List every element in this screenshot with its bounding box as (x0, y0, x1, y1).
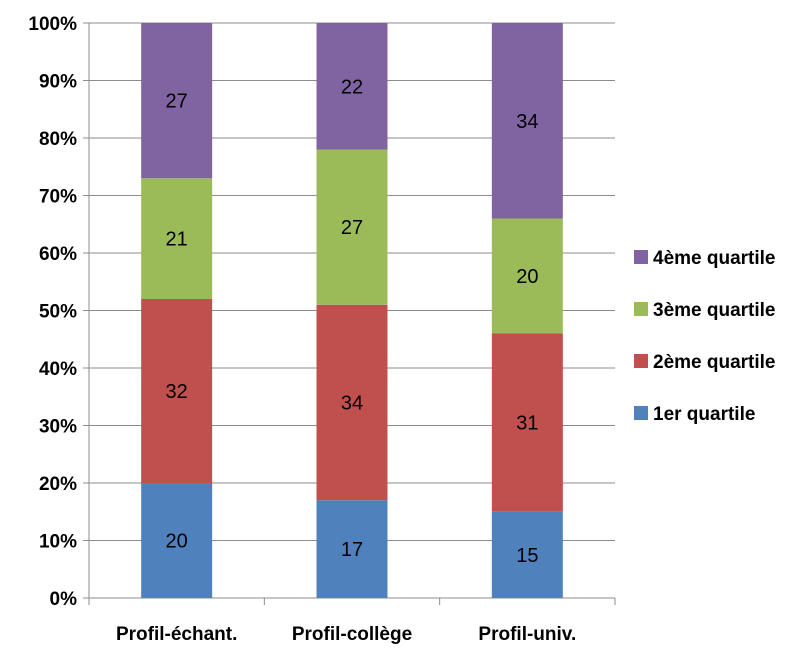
data-label: 27 (341, 217, 363, 239)
bar-segment (316, 149, 388, 305)
bars (141, 23, 563, 598)
bar-segment (141, 483, 213, 598)
data-label: 15 (516, 545, 538, 567)
category-label: Profil-échant. (116, 624, 237, 645)
legend-label: 4ème quartile (653, 248, 776, 269)
data-label: 32 (166, 381, 188, 403)
data-label: 20 (166, 531, 188, 553)
category-label: Profil-univ. (478, 624, 576, 645)
y-tick-label: 0% (50, 589, 78, 610)
y-tick-label: 40% (39, 359, 77, 380)
y-tick-label: 90% (39, 72, 77, 93)
legend-swatch (634, 354, 648, 368)
data-label: 27 (166, 91, 188, 113)
y-tick-label: 60% (39, 244, 77, 265)
bar-segment (491, 23, 563, 219)
legend-swatch (634, 250, 648, 264)
legend-label: 1er quartile (653, 404, 755, 425)
y-tick-label: 30% (39, 417, 77, 438)
bar-segment (141, 178, 213, 299)
data-label: 34 (516, 111, 538, 133)
bar-segment (316, 304, 388, 501)
bar-segment (316, 500, 388, 598)
bar-segment (491, 511, 563, 598)
y-tick-label: 20% (39, 474, 77, 495)
data-label: 31 (516, 413, 538, 435)
axes: 0% 10% 20% 30% 40% 50% 60% 70% 80% 90% 100% Profil-… (28, 14, 616, 645)
legend-label: 3ème quartile (653, 300, 776, 321)
y-tick-label: 70% (39, 187, 77, 208)
bar-segment (141, 23, 213, 179)
bar-segment (141, 299, 213, 483)
category-label: Profil-collège (292, 624, 412, 645)
data-labels: 20 32 21 27 17 34 27 22 15 31 20 34 (166, 76, 539, 567)
data-label: 21 (166, 229, 188, 251)
legend-swatch (634, 406, 648, 420)
data-label: 22 (341, 76, 363, 98)
legend-swatch (634, 302, 648, 316)
bar-segment (491, 218, 563, 334)
y-tick-label: 100% (28, 14, 77, 35)
bar-segment (316, 23, 388, 150)
legend-label: 2ème quartile (653, 352, 776, 373)
bar-segment (491, 333, 563, 512)
legend: 4ème quartile 3ème quartile 2ème quartile 1… (634, 248, 776, 425)
data-label: 34 (341, 393, 363, 415)
y-tick-label: 50% (39, 302, 77, 323)
data-label: 17 (341, 539, 363, 561)
data-label: 20 (516, 266, 538, 288)
y-tick-label: 10% (39, 532, 77, 553)
y-tick-label: 80% (39, 129, 77, 150)
